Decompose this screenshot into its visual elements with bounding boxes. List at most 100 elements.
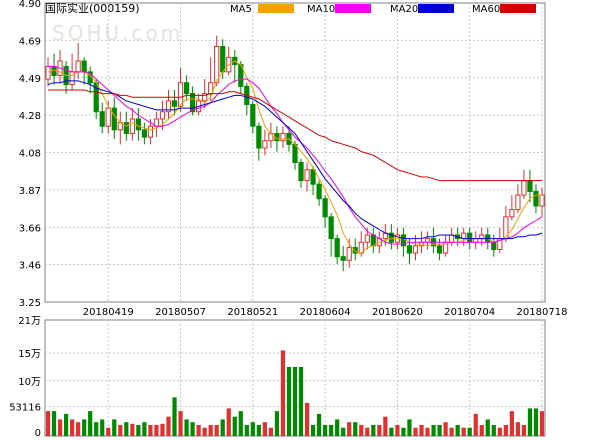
candle bbox=[515, 184, 521, 214]
volume-bar bbox=[208, 424, 213, 436]
candle bbox=[214, 35, 220, 87]
candle-body bbox=[424, 238, 431, 243]
candle-body bbox=[467, 232, 473, 243]
candle-body bbox=[129, 118, 135, 134]
candle bbox=[533, 184, 539, 214]
candle bbox=[388, 224, 394, 250]
candle bbox=[183, 75, 190, 101]
candle-body bbox=[183, 82, 190, 95]
price-tick-label: 3.46 bbox=[19, 261, 41, 272]
candle-body bbox=[370, 234, 376, 247]
moving-averages bbox=[47, 60, 543, 254]
legend-label: MA5 bbox=[230, 4, 252, 15]
legend-label: MA10 bbox=[307, 4, 335, 15]
volume-bar bbox=[353, 422, 358, 436]
candle-body bbox=[491, 241, 497, 250]
legend-label: MA20 bbox=[390, 4, 418, 15]
ma-legend: MA5 MA10 MA20 MA60 bbox=[230, 4, 536, 15]
volume-bar bbox=[51, 411, 57, 436]
volume-bar bbox=[178, 411, 183, 436]
volume-bar bbox=[63, 413, 69, 436]
candle-body bbox=[533, 190, 539, 207]
volume-bar bbox=[377, 424, 382, 436]
date-tick-label: 20180718 bbox=[517, 307, 568, 318]
volume-tick-label: 53116 bbox=[9, 403, 41, 414]
candle-body bbox=[436, 245, 443, 254]
price-tick-label: 4.90 bbox=[19, 0, 41, 10]
legend-swatch bbox=[335, 4, 371, 13]
candle-body bbox=[250, 103, 256, 127]
candle-body bbox=[262, 140, 268, 149]
volume-bar bbox=[274, 411, 280, 436]
candle bbox=[111, 97, 117, 139]
candle-body bbox=[69, 71, 75, 86]
date-tick-label: 20180604 bbox=[300, 307, 351, 318]
candle-body bbox=[256, 125, 262, 149]
ma60-line bbox=[48, 89, 542, 182]
candle-body bbox=[99, 111, 105, 127]
price-tick-label: 4.49 bbox=[19, 74, 41, 85]
price-tick-label: 3.87 bbox=[19, 186, 41, 197]
candle bbox=[99, 102, 105, 134]
candle-body bbox=[388, 232, 394, 243]
candle bbox=[256, 122, 262, 161]
candle bbox=[340, 245, 346, 272]
legend-item: MA5 bbox=[230, 4, 294, 15]
candle bbox=[328, 213, 334, 257]
legend-swatch bbox=[418, 4, 454, 13]
volume-bar bbox=[184, 419, 189, 436]
volume-bar bbox=[310, 424, 316, 436]
volume-bar bbox=[124, 422, 129, 436]
candle bbox=[189, 86, 196, 116]
ma5-line bbox=[47, 60, 542, 254]
volume-bar bbox=[401, 427, 406, 436]
date-tick-label: 20180507 bbox=[155, 307, 206, 318]
legend-item: MA60 bbox=[472, 4, 536, 15]
volume-bar bbox=[316, 413, 322, 436]
volume-bar bbox=[455, 424, 460, 436]
candle-body bbox=[346, 247, 352, 261]
volume-bar bbox=[413, 427, 418, 436]
volume-bar bbox=[527, 408, 533, 436]
volume-bar bbox=[485, 419, 490, 436]
stock-title: 国际实业(000159) bbox=[45, 1, 140, 15]
legend-swatch bbox=[258, 4, 294, 13]
volume-bar bbox=[250, 422, 255, 436]
candle-body bbox=[292, 143, 298, 163]
volume-bar bbox=[88, 411, 93, 436]
date-tick-label: 20180521 bbox=[227, 307, 278, 318]
volume-bar bbox=[292, 366, 298, 436]
volume-bar bbox=[509, 411, 514, 436]
volume-bar bbox=[220, 419, 225, 436]
volume-bar bbox=[437, 424, 442, 436]
watermark-text: SOHU.com bbox=[52, 21, 183, 45]
volume-tick-label: 0 bbox=[35, 428, 41, 439]
candle-body bbox=[171, 100, 178, 107]
date-tick-label: 20180704 bbox=[444, 307, 495, 318]
volume-bar bbox=[256, 424, 261, 436]
candle-body bbox=[220, 45, 226, 73]
candle-body bbox=[316, 183, 322, 200]
candle bbox=[147, 118, 154, 145]
volume-bar bbox=[268, 427, 274, 436]
volume-bar bbox=[419, 424, 424, 436]
volume-bar bbox=[365, 427, 370, 436]
candle-body bbox=[406, 245, 413, 254]
volume-bar bbox=[539, 411, 545, 436]
price-tick-label: 3.25 bbox=[19, 298, 41, 309]
candle-body bbox=[539, 194, 545, 207]
candle-body bbox=[515, 194, 521, 211]
candle bbox=[250, 100, 256, 134]
candle bbox=[322, 195, 328, 228]
candle-body bbox=[340, 256, 346, 261]
axis-labels: 4.90 4.69 4.49 4.28 4.08 3.87 3.66 3.46 3.25 2018… bbox=[9, 0, 567, 439]
volume-bar bbox=[172, 397, 177, 436]
candle bbox=[406, 238, 413, 264]
volume-bar bbox=[154, 424, 159, 436]
legend-item: MA10 bbox=[307, 4, 371, 15]
volume-bar bbox=[425, 427, 430, 436]
volume-bar bbox=[503, 424, 508, 436]
candle-body bbox=[473, 238, 479, 243]
candle-body bbox=[189, 93, 196, 113]
volume-bar bbox=[286, 366, 292, 436]
